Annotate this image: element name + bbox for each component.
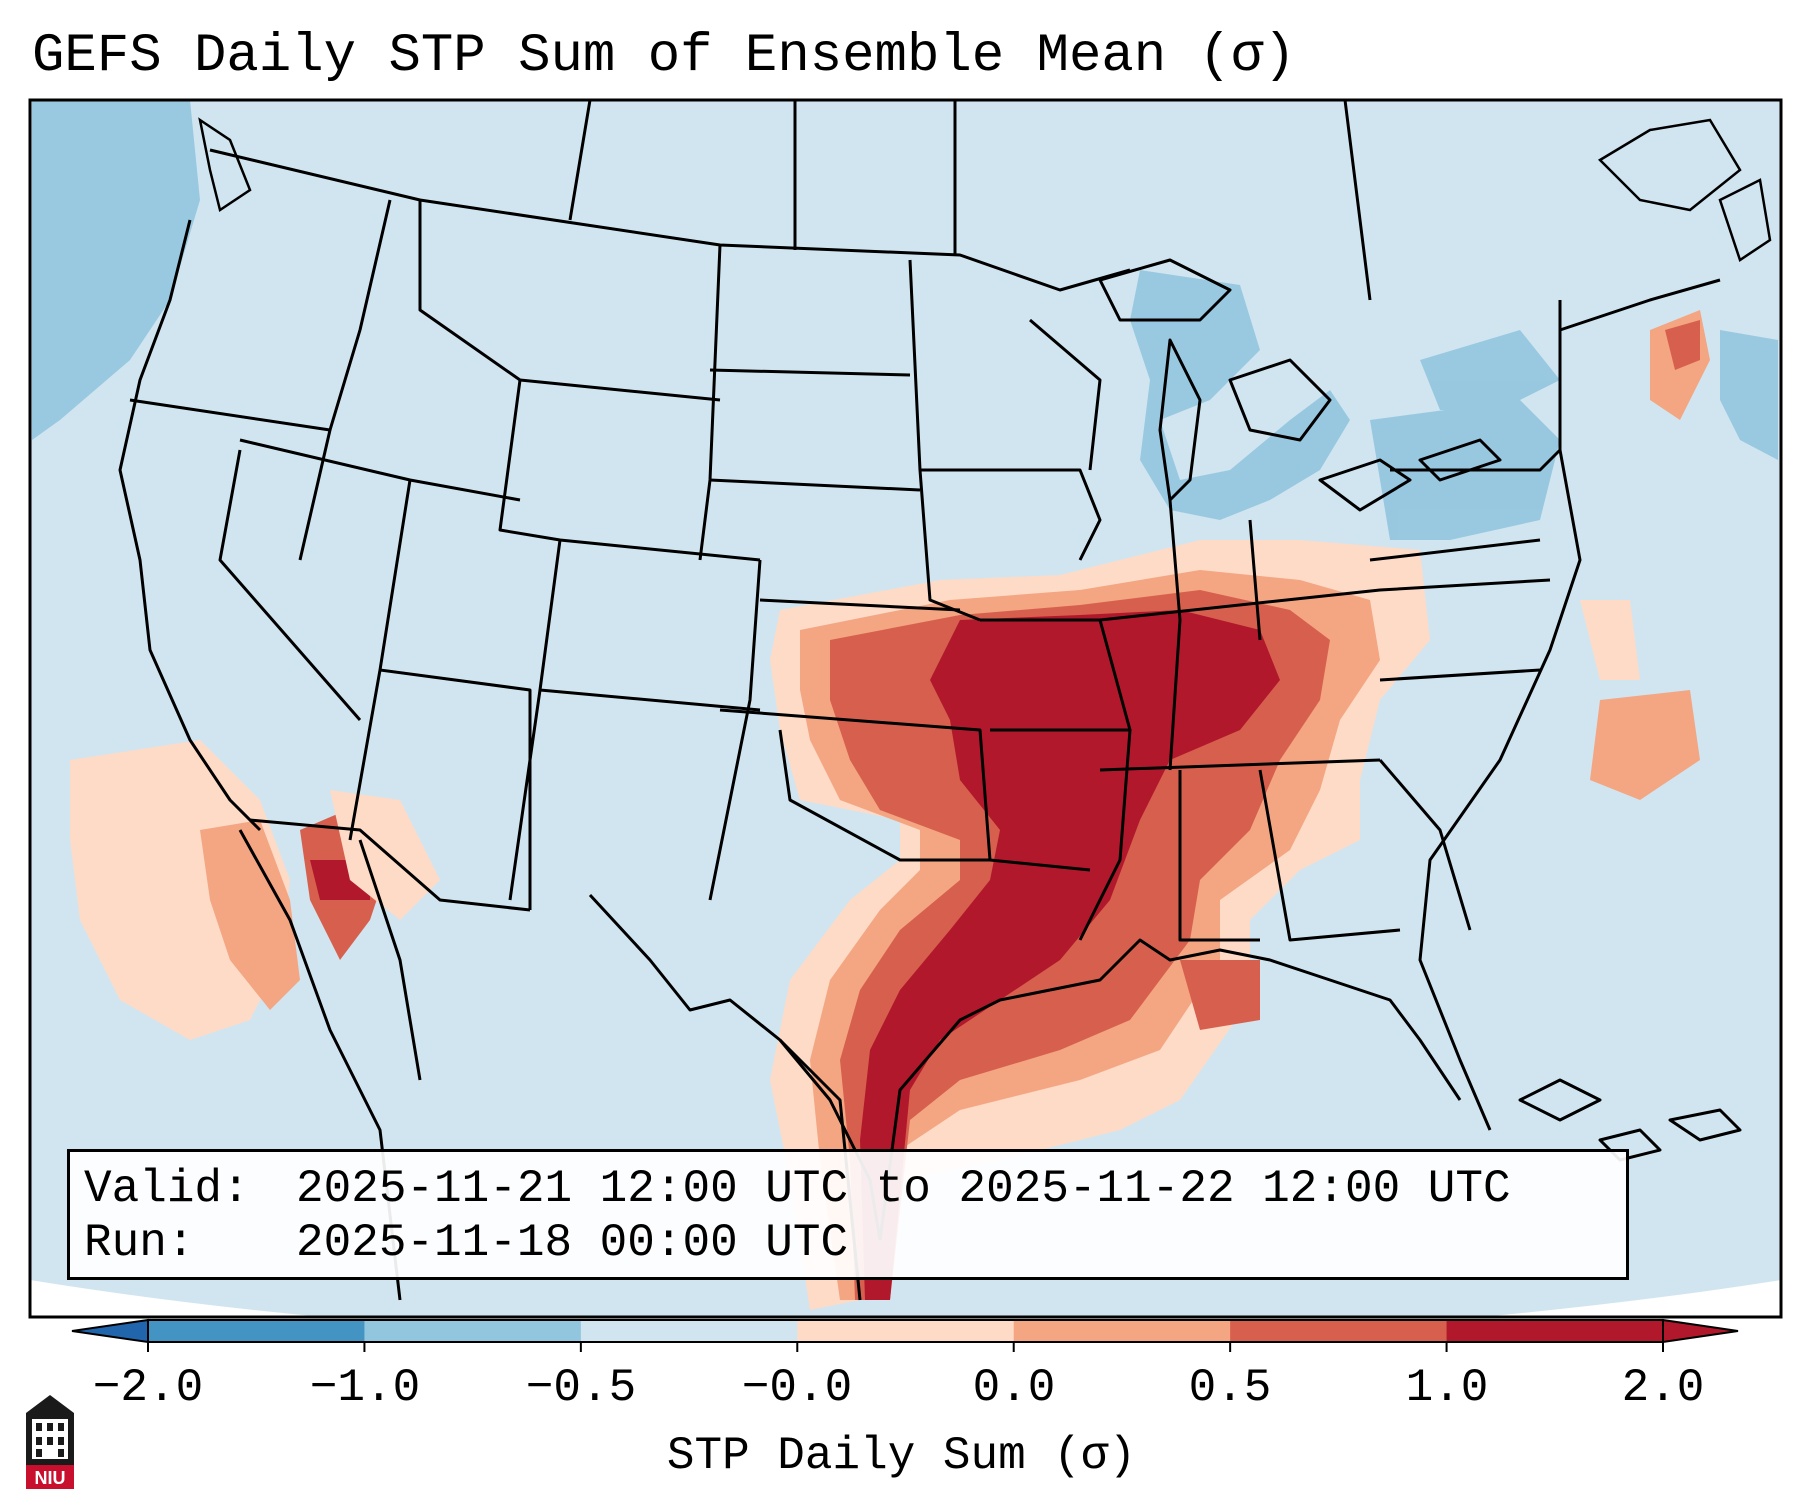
state-borders <box>118 100 1742 1301</box>
valid-label: Valid: <box>84 1163 250 1215</box>
map-frame <box>28 98 1783 1319</box>
colorbar-tick-label: −2.0 <box>92 1362 204 1414</box>
colorbar-label: STP Daily Sum (σ) <box>666 1430 1137 1482</box>
colorbar-tick-label: 1.0 <box>1405 1362 1489 1414</box>
colorbar <box>71 1318 1739 1352</box>
colorbar-segment <box>797 1320 1015 1342</box>
colorbar-segment <box>1230 1320 1448 1342</box>
colorbar-segment <box>148 1320 365 1342</box>
colorbar-under-arrow <box>71 1318 149 1344</box>
colorbar-tick-label: 0.5 <box>1188 1362 1272 1414</box>
run-value: 2025-11-18 00:00 UTC <box>296 1217 849 1269</box>
colorbar-segment <box>1013 1320 1231 1342</box>
svg-text:NIU: NIU <box>35 1468 66 1488</box>
colorbar-segment <box>580 1320 798 1342</box>
colorbar-tick-label: −0.0 <box>741 1362 853 1414</box>
stp-extreme-region <box>860 610 1280 1300</box>
colorbar-segment <box>364 1320 582 1342</box>
colorbar-segment <box>1446 1320 1664 1342</box>
run-label: Run: <box>84 1217 195 1269</box>
info-box: Valid: 2025-11-21 12:00 UTC to 2025-11-22… <box>67 1149 1629 1280</box>
colorbar-tick-label: 2.0 <box>1621 1362 1705 1414</box>
colorbar-tick-label: −1.0 <box>309 1362 421 1414</box>
map-title: GEFS Daily STP Sum of Ensemble Mean (σ) <box>32 26 1296 87</box>
colorbar-frame <box>147 1319 1664 1343</box>
colorbar-tick-label: −0.5 <box>525 1362 637 1414</box>
valid-value: 2025-11-21 12:00 UTC to 2025-11-22 12:00… <box>296 1163 1511 1215</box>
colorbar-over-arrow <box>1662 1318 1739 1344</box>
niu-logo-icon: NIU <box>26 1395 74 1489</box>
colorbar-tick-label: 0.0 <box>972 1362 1056 1414</box>
